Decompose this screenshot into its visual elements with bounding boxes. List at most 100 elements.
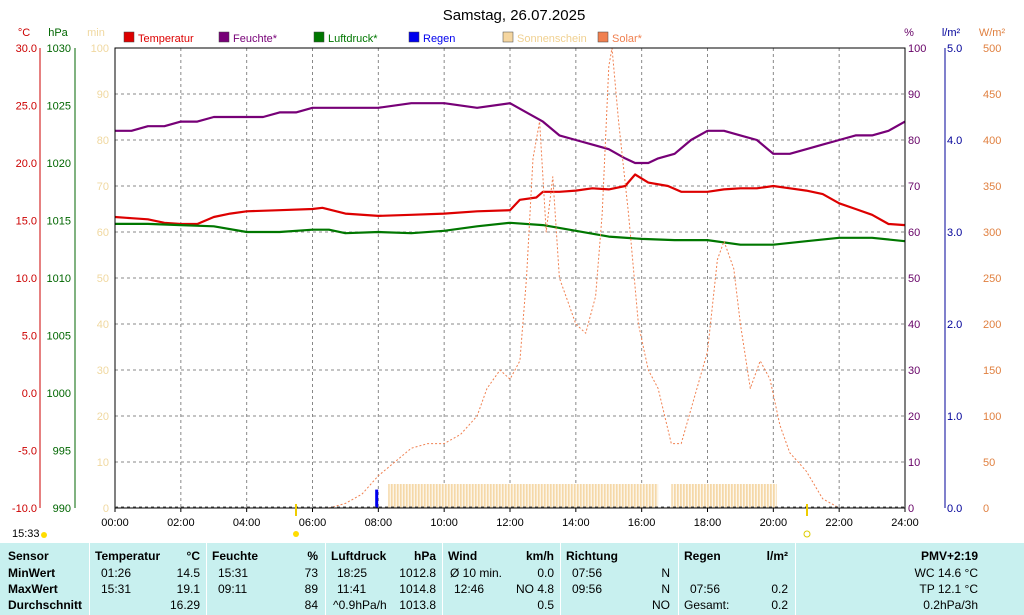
row-max-label: MaxWert <box>8 582 58 596</box>
legend-swatch <box>408 31 420 43</box>
legend: Temperatur Feuchte* Luftdruck* Regen Sonnens… <box>123 31 643 45</box>
humidity-tick-label: 60 <box>908 227 920 239</box>
humidity-tick-label: 90 <box>908 89 920 101</box>
x-tick-label: 02:00 <box>167 517 195 529</box>
humidity-tick-label: 80 <box>908 135 920 147</box>
humidity-tick-label: 100 <box>908 43 926 55</box>
max-rain-value: 0.2 <box>771 582 788 596</box>
sunset-icon <box>803 530 811 538</box>
pressure-tick-label: 1005 <box>47 331 71 343</box>
humidity-tick-label: 70 <box>908 181 920 193</box>
humidity-tick-label: 20 <box>908 411 920 423</box>
solar-tick-label: 200 <box>983 319 1001 331</box>
avg-hum-value: 84 <box>304 598 318 612</box>
max-hum-value: 89 <box>304 582 318 596</box>
solar-tick-label: 400 <box>983 135 1001 147</box>
minutes-unit-label: min <box>87 27 105 39</box>
series-lines <box>114 47 906 509</box>
x-tick-label: 18:00 <box>694 517 722 529</box>
min-dir-time: 07:56 <box>572 566 603 580</box>
legend-label: Sonnenschein <box>517 33 587 45</box>
max-hum-time: 09:11 <box>218 582 248 596</box>
max-press-time: 11:41 <box>337 582 367 596</box>
avg-press-trend: ^0.9hPa/h <box>333 598 387 612</box>
minutes-tick-label: 80 <box>97 135 109 147</box>
max-dir-value: N <box>661 582 670 596</box>
humidity-tick-label: 50 <box>908 273 920 285</box>
min-press-value: 1012.8 <box>399 566 436 580</box>
series-feuchte-line <box>115 102 906 165</box>
legend-label: Feuchte* <box>233 33 278 45</box>
rain-tick-label: 1.0 <box>947 411 962 423</box>
solar-tick-label: 450 <box>983 89 1001 101</box>
row-avg-label: Durchschnitt <box>8 598 83 612</box>
humidity-unit-label: % <box>904 27 914 39</box>
x-tick-label: 20:00 <box>760 517 788 529</box>
max-rain-time: 07:56 <box>690 582 721 596</box>
x-tick-label: 24:00 <box>891 517 919 529</box>
temperature-tick-label: 5.0 <box>22 331 37 343</box>
chart-title: Samstag, 26.07.2025 <box>443 7 586 24</box>
max-dir-time: 09:56 <box>572 582 603 596</box>
min-wind-time: Ø 10 min. <box>450 566 503 580</box>
x-tick-label: 10:00 <box>430 517 458 529</box>
x-tick-label: 04:00 <box>233 517 261 529</box>
statistics-table: Sensor Temperatur °C Feuchte % Luftdruck… <box>0 543 1024 615</box>
max-temp-time: 15:31 <box>101 582 132 596</box>
minutes-tick-label: 100 <box>91 43 109 55</box>
min-extra: WC 14.6 °C <box>914 566 978 580</box>
series-temperatur-line <box>114 173 906 227</box>
header-press-unit: hPa <box>413 549 436 563</box>
pressure-tick-label: 1020 <box>47 158 71 170</box>
solar-tick-label: 250 <box>983 273 1001 285</box>
header-hum-unit: % <box>307 549 318 563</box>
solar-tick-label: 50 <box>983 457 995 469</box>
min-hum-time: 15:31 <box>218 566 249 580</box>
rain-bar <box>375 489 379 508</box>
legend-swatch <box>502 31 514 43</box>
solar-tick-label: 0 <box>983 503 989 515</box>
avg-wind-value: 0.5 <box>537 598 554 612</box>
max-wind-value: NO 4.8 <box>515 582 554 596</box>
solar-tick-label: 300 <box>983 227 1001 239</box>
pressure-tick-label: 1000 <box>47 388 71 400</box>
pressure-tick-label: 1010 <box>47 273 71 285</box>
avg-temp-value: 16.29 <box>169 598 200 612</box>
legend-label: Solar* <box>612 33 643 45</box>
minutes-tick-label: 20 <box>97 411 109 423</box>
temperature-tick-label: -10.0 <box>12 503 37 515</box>
max-temp-value: 19.1 <box>176 582 200 596</box>
pressure-tick-label: 990 <box>53 503 71 515</box>
temperature-tick-label: 25.0 <box>16 101 37 113</box>
header-wind: Wind <box>448 549 478 563</box>
header-dir: Richtung <box>566 549 618 563</box>
sunrise-time-label: 15:33 <box>12 528 40 540</box>
avg-rain-value: 0.2 <box>771 598 788 612</box>
temperature-tick-label: 30.0 <box>16 43 37 55</box>
header-temp-unit: °C <box>186 549 200 563</box>
grid-lines <box>115 48 905 508</box>
humidity-tick-label: 30 <box>908 365 920 377</box>
avg-extra: 0.2hPa/3h <box>923 598 978 612</box>
avg-press-value: 1013.8 <box>399 598 436 612</box>
x-tick-label: 06:00 <box>299 517 327 529</box>
solar-tick-label: 100 <box>983 411 1001 423</box>
temperature-unit-label: °C <box>18 27 30 39</box>
max-extra: TP 12.1 °C <box>919 582 978 596</box>
avg-dir-value: NO <box>652 598 670 612</box>
rain-tick-label: 3.0 <box>947 227 962 239</box>
minutes-tick-label: 40 <box>97 319 109 331</box>
minutes-tick-label: 10 <box>97 457 109 469</box>
min-temp-time: 01:26 <box>101 566 132 580</box>
header-press: Luftdruck <box>331 549 387 563</box>
sunshine-bar <box>388 484 659 508</box>
solar-unit-label: W/m² <box>979 27 1006 39</box>
humidity-tick-label: 0 <box>908 503 914 515</box>
legend-swatch <box>218 31 230 43</box>
sunrise-icon <box>41 532 47 538</box>
minutes-tick-label: 30 <box>97 365 109 377</box>
x-tick-label: 08:00 <box>365 517 393 529</box>
row-min-label: MinWert <box>8 566 56 580</box>
humidity-tick-label: 40 <box>908 319 920 331</box>
avg-rain-label: Gesamt: <box>684 598 730 612</box>
